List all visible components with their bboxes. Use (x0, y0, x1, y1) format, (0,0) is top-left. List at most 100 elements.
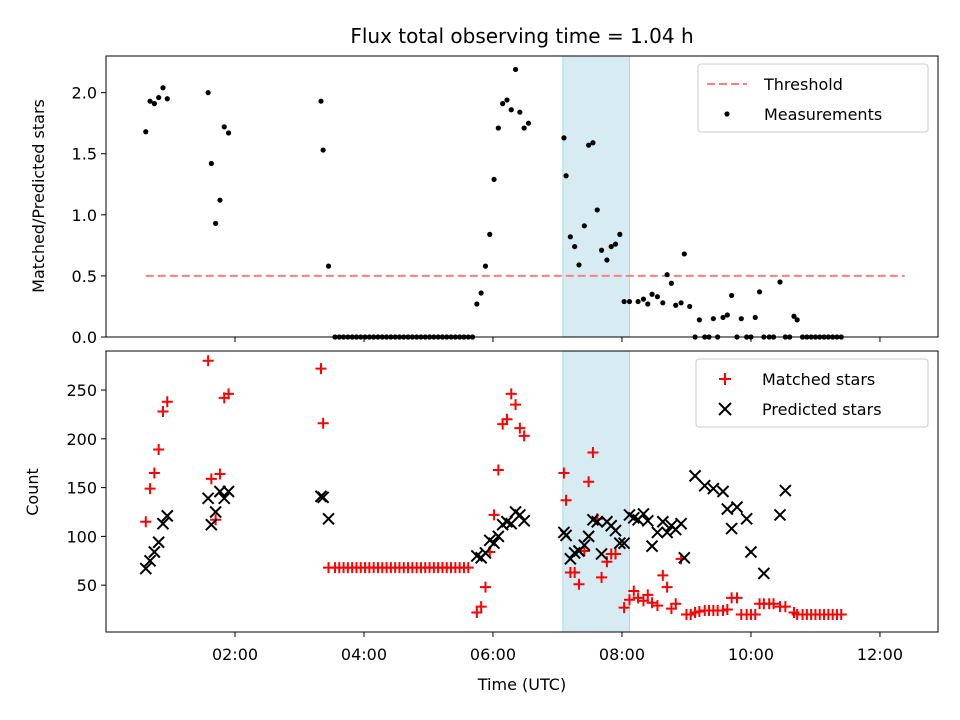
measurement-point (487, 231, 493, 237)
predicted-star-point (559, 529, 573, 542)
predicted-star-point (218, 492, 231, 505)
measurement-point (664, 272, 670, 278)
predicted-star-point (148, 545, 161, 559)
predicted-star-point (582, 530, 595, 543)
predicted-star-point (656, 515, 670, 528)
matched-star-point (578, 545, 590, 557)
matched-star-point (514, 422, 526, 434)
measurement-point (752, 314, 758, 321)
measurement-point (561, 135, 567, 141)
measurement-point (608, 243, 614, 250)
measurement-point (590, 140, 596, 146)
measurement-point (617, 231, 623, 237)
predicted-star-point (487, 537, 501, 550)
legend-predicted-label: Predicted stars (762, 400, 882, 419)
measurement-point (612, 241, 619, 247)
matched-star-point (610, 548, 622, 560)
measurement-point (681, 251, 687, 257)
bottom-x-ticks: 02:00 04:00 06:00 08:00 10:00 12:00 (212, 632, 903, 664)
predicted-star-point (479, 546, 492, 560)
bottom-y-label: Count (23, 468, 42, 516)
matched-star-point (518, 430, 530, 442)
predicted-star-point (209, 505, 222, 519)
predicted-star-point (730, 500, 744, 514)
matched-star-point (223, 388, 235, 400)
matched-star-point (657, 569, 669, 581)
measurement-point (320, 147, 326, 153)
matched-star-point (148, 467, 160, 479)
bottom-legend-box (695, 358, 929, 428)
legend-predicted-swatch (718, 402, 732, 416)
matched-star-point (471, 606, 483, 618)
measurement-point (525, 120, 532, 126)
measurement-point (504, 97, 510, 103)
measurement-point (594, 207, 600, 213)
predicted-star-point (161, 509, 174, 523)
matched-star-point (573, 578, 585, 590)
top-y-label: Matched/Predicted stars (29, 99, 48, 293)
predicted-star-point (698, 479, 711, 492)
measurement-point (495, 125, 501, 131)
predicted-star-point (641, 514, 654, 527)
predicted-star-point (201, 492, 215, 505)
predicted-star-point (492, 530, 505, 543)
ratio-panel: 0.00.51.01.52.0 Matched/Predicted stars … (29, 55, 939, 347)
measurement-point (208, 160, 214, 167)
x-tick-label: 12:00 (857, 645, 903, 664)
predicted-star-point (205, 518, 218, 531)
matched-star-point (749, 608, 761, 620)
y-tick-label: 250 (66, 381, 97, 400)
x-axis-label: Time (UTC) (477, 675, 566, 694)
matched-star-point (583, 476, 595, 488)
matched-star-point (558, 467, 570, 479)
legend-matched-label: Matched stars (762, 370, 875, 389)
predicted-star-point (678, 551, 691, 565)
measurement-point (164, 96, 170, 102)
measurement-point (482, 263, 489, 269)
measurement-point (604, 257, 610, 263)
top-legend: Threshold Measurements (697, 63, 929, 133)
matched-star-point (642, 589, 654, 601)
y-tick-label: 0.0 (72, 328, 97, 347)
predicted-star-point (322, 512, 335, 526)
measurement-point (567, 234, 573, 240)
measurement-point (156, 94, 162, 101)
predicted-star-point (517, 514, 531, 527)
matched-star-point (501, 413, 513, 425)
predicted-star-point (513, 508, 527, 522)
matched-star-point (731, 592, 743, 604)
observation-span (562, 350, 630, 633)
measurement-point (673, 302, 679, 308)
measurement-point (598, 247, 605, 253)
predicted-star-point (591, 515, 604, 528)
measurement-point (508, 107, 514, 113)
measurement-point (660, 300, 666, 306)
bottom-y-ticks: 50 100 150 200 250 (66, 381, 106, 595)
y-tick-label: 100 (66, 527, 97, 546)
predicted-star-point (688, 469, 702, 483)
measurement-point (151, 101, 157, 107)
predicted-star-point (757, 567, 771, 580)
matched-star-point (462, 562, 474, 574)
count-panel: 50 100 150 200 250 02:00 04:00 06:00 08:00 10:00… (23, 350, 939, 694)
measurement-point (668, 280, 675, 286)
matched-star-point (651, 600, 663, 612)
matched-star-point (628, 585, 640, 597)
measurement-point (205, 90, 211, 96)
matched-star-point (205, 473, 217, 485)
predicted-star-point (725, 522, 738, 535)
matched-star-point (661, 581, 673, 593)
measurement-point (635, 298, 641, 305)
measurement-point (710, 316, 716, 322)
matched-star-point (161, 396, 173, 408)
y-tick-label: 50 (77, 576, 97, 595)
measurement-point (581, 223, 587, 229)
predicted-star-point (470, 549, 484, 563)
measurement-point (586, 142, 592, 148)
matched-star-point (721, 604, 733, 616)
predicted-star-point (773, 508, 787, 522)
matched-star-point (488, 509, 500, 521)
top-axes-frame (105, 55, 939, 338)
measurement-point (645, 301, 651, 307)
